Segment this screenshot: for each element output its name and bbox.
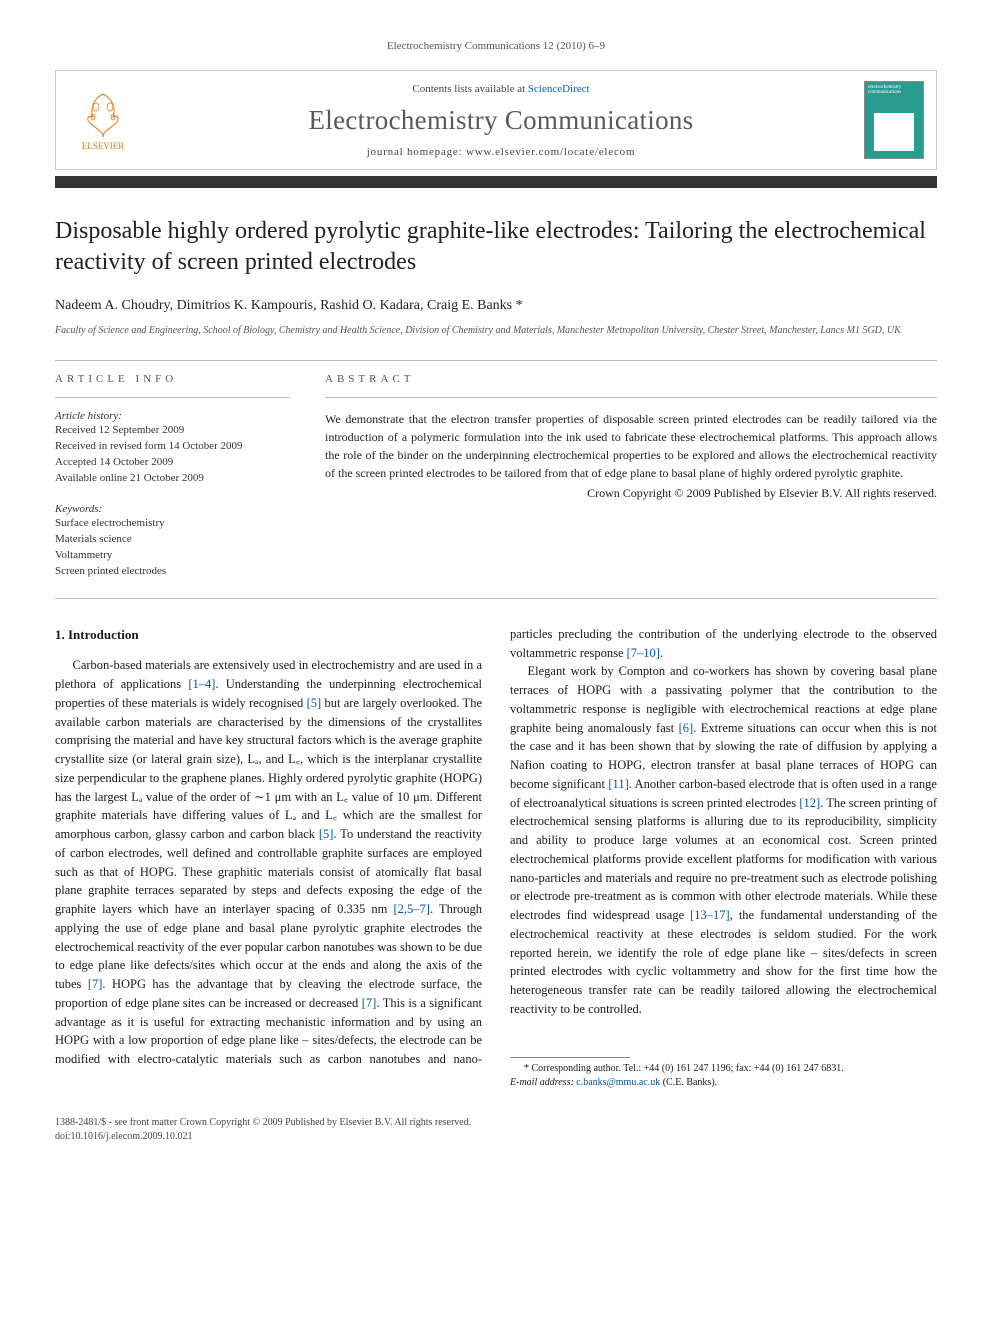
citation-link[interactable]: [7–10] xyxy=(627,646,660,660)
citation-link[interactable]: [1–4] xyxy=(188,677,215,691)
divider xyxy=(55,360,937,361)
citation-link[interactable]: [7] xyxy=(88,977,103,991)
cover-text: electrochemistry communications xyxy=(868,85,901,95)
history-line: Received in revised form 14 October 2009 xyxy=(55,439,290,455)
divider xyxy=(55,397,290,398)
citation-link[interactable]: [11] xyxy=(608,777,628,791)
text-run: , the fundamental understanding of the e… xyxy=(510,908,937,1016)
citation-link[interactable]: [13–17] xyxy=(690,908,730,922)
accent-bar xyxy=(55,176,937,188)
keyword: Voltammetry xyxy=(55,548,290,564)
contents-prefix: Contents lists available at xyxy=(412,83,527,95)
citation-link[interactable]: [5] xyxy=(319,827,334,841)
email-label: E-mail address: xyxy=(510,1077,576,1088)
abstract-copyright: Crown Copyright © 2009 Published by Else… xyxy=(325,486,937,501)
divider xyxy=(325,397,937,398)
divider xyxy=(55,598,937,599)
text-run: . xyxy=(660,646,663,660)
abstract-text: We demonstrate that the electron transfe… xyxy=(325,410,937,482)
homepage-line: journal homepage: www.elsevier.com/locat… xyxy=(138,146,864,158)
journal-masthead: ELSEVIER Contents lists available at Sci… xyxy=(55,70,937,170)
issn-line: 1388-2481/$ - see front matter Crown Cop… xyxy=(55,1116,937,1130)
section-heading-intro: 1. Introduction xyxy=(55,625,482,645)
email-suffix: (C.E. Banks). xyxy=(660,1077,717,1088)
citation-link[interactable]: [2,5–7] xyxy=(393,902,429,916)
text-run: but are largely overlooked. The availabl… xyxy=(55,696,482,841)
page-footer: 1388-2481/$ - see front matter Crown Cop… xyxy=(55,1116,937,1144)
running-header: Electrochemistry Communications 12 (2010… xyxy=(55,40,937,52)
citation-link[interactable]: [5] xyxy=(307,696,322,710)
corresponding-author-footnote: * Corresponding author. Tel.: +44 (0) 16… xyxy=(510,1062,937,1090)
history-heading: Article history: xyxy=(55,410,290,422)
affiliation: Faculty of Science and Engineering, Scho… xyxy=(55,324,937,338)
homepage-url[interactable]: www.elsevier.com/locate/elecom xyxy=(466,146,635,158)
publisher-name: ELSEVIER xyxy=(82,141,125,151)
author-email-link[interactable]: c.banks@mmu.ac.uk xyxy=(576,1077,660,1088)
history-line: Accepted 14 October 2009 xyxy=(55,455,290,471)
body-paragraph: Elegant work by Compton and co-workers h… xyxy=(510,662,937,1018)
history-line: Received 12 September 2009 xyxy=(55,423,290,439)
article-title: Disposable highly ordered pyrolytic grap… xyxy=(55,216,937,278)
keywords-heading: Keywords: xyxy=(55,503,290,515)
author-list: Nadeem A. Choudry, Dimitrios K. Kampouri… xyxy=(55,298,937,314)
doi-line: doi:10.1016/j.elecom.2009.10.021 xyxy=(55,1130,937,1144)
homepage-prefix: journal homepage: xyxy=(367,146,466,158)
citation-link[interactable]: [7] xyxy=(362,996,377,1010)
keyword: Screen printed electrodes xyxy=(55,564,290,580)
history-line: Available online 21 October 2009 xyxy=(55,471,290,487)
publisher-logo: ELSEVIER xyxy=(68,89,138,151)
journal-title: Electrochemistry Communications xyxy=(138,105,864,136)
article-info-heading: ARTICLE INFO xyxy=(55,373,290,385)
citation-link[interactable]: [6] xyxy=(679,721,694,735)
contents-line: Contents lists available at ScienceDirec… xyxy=(138,83,864,95)
text-run: . The screen printing of electrochemical… xyxy=(510,796,937,923)
elsevier-tree-icon xyxy=(78,89,128,139)
sciencedirect-link[interactable]: ScienceDirect xyxy=(528,83,590,95)
footnote-line: * Corresponding author. Tel.: +44 (0) 16… xyxy=(524,1063,844,1074)
footnote-separator xyxy=(510,1057,630,1058)
keyword: Materials science xyxy=(55,532,290,548)
abstract-heading: ABSTRACT xyxy=(325,373,937,385)
citation-link[interactable]: [12] xyxy=(799,796,820,810)
journal-cover-thumbnail: electrochemistry communications xyxy=(864,81,924,159)
keyword: Surface electrochemistry xyxy=(55,516,290,532)
